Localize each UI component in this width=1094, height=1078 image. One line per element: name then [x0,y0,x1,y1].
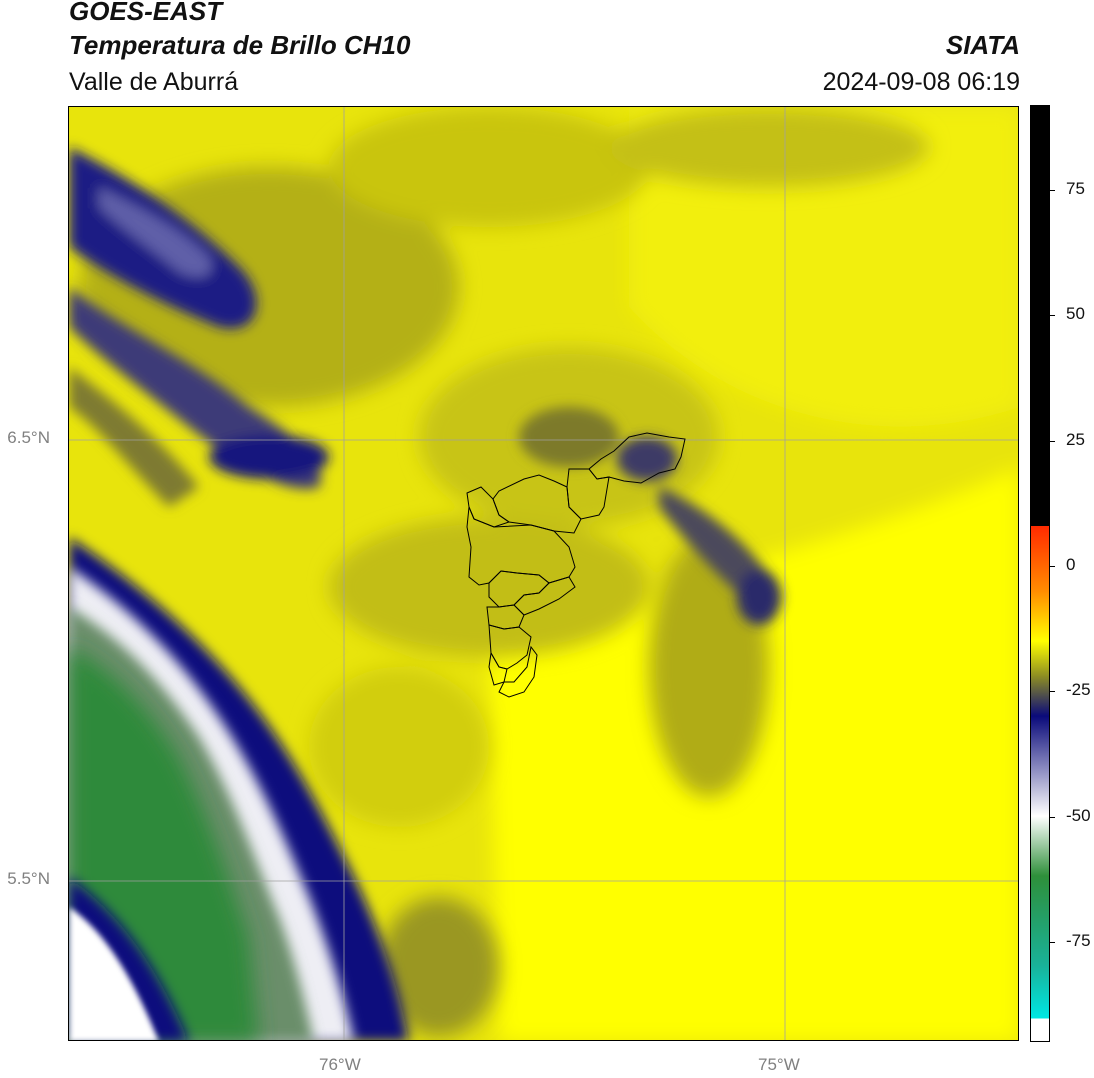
boundary-medellin-east [513,576,576,616]
dark-cloud-cells [519,407,782,625]
colorbar-tick-mark [1049,565,1055,567]
colorbar-tick-label: 75 [1066,179,1085,199]
colorbar-tick-mark [1049,941,1055,943]
colorbar-tick-mark [1049,190,1055,192]
latitude-label-north: 6.5°N [7,428,50,447]
title-satellite: GOES-EAST [69,0,223,26]
longitude-label-west: 76°W [319,1055,361,1074]
agency-label: SIATA [945,30,1020,60]
colorbar-tick-mark [1049,816,1055,818]
subtitle-region: Valle de Aburrá [69,68,239,96]
colorbar-tick-mark [1049,315,1055,317]
title-product: Temperatura de Brillo CH10 [69,30,411,60]
graticule-lines [69,107,1018,1040]
cold-cloud-band [69,537,409,1040]
boundary-barbosa [588,432,686,484]
colorbar-tick-label: -75 [1066,930,1091,950]
colorbar-tick-mark [1049,691,1055,693]
map-canvas [69,107,1018,1040]
colorbar-tick-label: 0 [1066,554,1076,574]
colorbar-tick-label: 50 [1066,304,1085,324]
latitude-label-south: 5.5°N [7,869,50,888]
brightness-temperature-map [68,106,1019,1041]
northwest-cold-cloud [69,147,329,507]
colorbar-tick-mark [1049,440,1055,442]
colorbar-tick-label: -25 [1066,680,1091,700]
colorbar [1030,105,1050,1042]
colorbar-tick-label: 25 [1066,429,1085,449]
boundary-caldas [498,645,538,698]
light-yellow-region [629,107,1018,427]
municipal-boundaries [466,432,686,698]
olive-cloud-field [79,107,929,1037]
longitude-label-east: 75°W [758,1055,800,1074]
colorbar-tick-label: -50 [1066,805,1091,825]
timestamp-label: 2024-09-08 06:19 [822,68,1020,96]
